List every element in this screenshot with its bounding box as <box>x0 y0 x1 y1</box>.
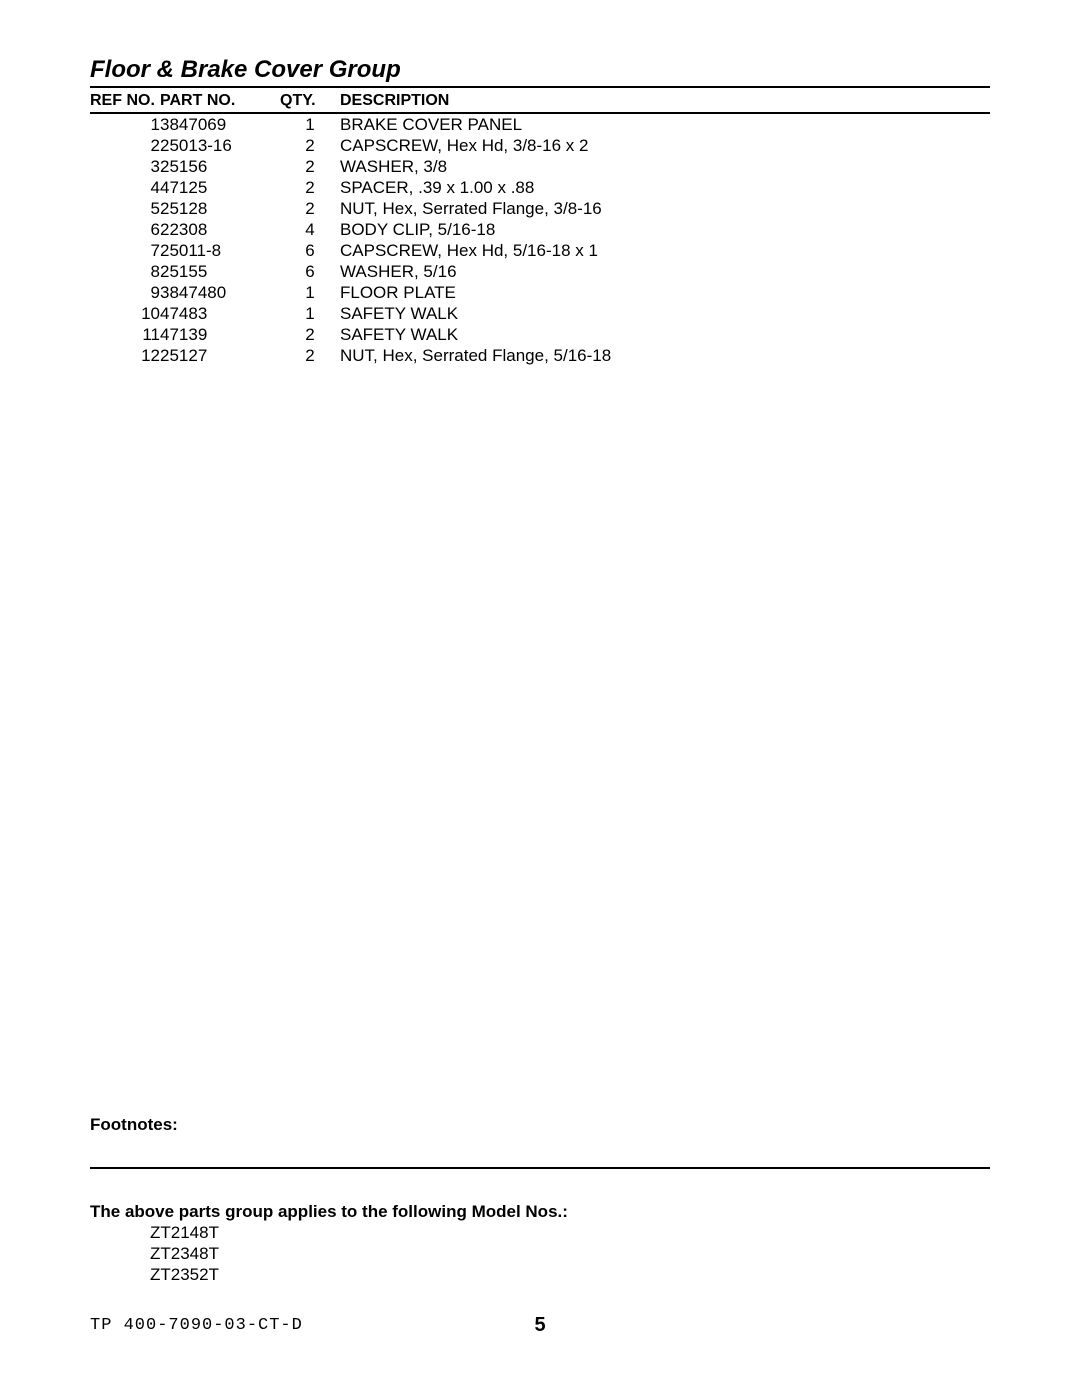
cell-desc: CAPSCREW, Hex Hd, 3/8-16 x 2 <box>340 135 990 156</box>
cell-qty: 1 <box>280 113 340 135</box>
table-row: 225013-162CAPSCREW, Hex Hd, 3/8-16 x 2 <box>90 135 990 156</box>
cell-qty: 4 <box>280 219 340 240</box>
cell-ref: 11 <box>90 324 160 345</box>
cell-part: 25013-16 <box>160 135 280 156</box>
cell-qty: 1 <box>280 282 340 303</box>
cell-desc: WASHER, 3/8 <box>340 156 990 177</box>
cell-desc: BODY CLIP, 5/16-18 <box>340 219 990 240</box>
models-title: The above parts group applies to the fol… <box>90 1202 990 1222</box>
cell-ref: 3 <box>90 156 160 177</box>
model-item: ZT2348T <box>90 1243 990 1264</box>
table-row: 138470691BRAKE COVER PANEL <box>90 113 990 135</box>
cell-desc: NUT, Hex, Serrated Flange, 5/16-18 <box>340 345 990 366</box>
parts-table: REF NO. PART NO. QTY. DESCRIPTION 138470… <box>90 88 990 366</box>
table-row: 725011-86CAPSCREW, Hex Hd, 5/16-18 x 1 <box>90 240 990 261</box>
page-container: Floor & Brake Cover Group REF NO. PART N… <box>0 0 1080 1397</box>
cell-ref: 10 <box>90 303 160 324</box>
cell-ref: 8 <box>90 261 160 282</box>
col-header-part: PART NO. <box>160 88 280 113</box>
table-row: 10474831SAFETY WALK <box>90 303 990 324</box>
cell-part: 25156 <box>160 156 280 177</box>
table-row: 6223084BODY CLIP, 5/16-18 <box>90 219 990 240</box>
cell-part: 25128 <box>160 198 280 219</box>
cell-part: 47125 <box>160 177 280 198</box>
col-header-desc: DESCRIPTION <box>340 88 990 113</box>
cell-part: 22308 <box>160 219 280 240</box>
models-block: The above parts group applies to the fol… <box>90 1202 990 1285</box>
cell-part: 47483 <box>160 303 280 324</box>
table-row: 4471252SPACER, .39 x 1.00 x .88 <box>90 177 990 198</box>
model-item: ZT2148T <box>90 1222 990 1243</box>
footnotes-label: Footnotes: <box>90 1115 178 1135</box>
cell-ref: 5 <box>90 198 160 219</box>
table-header-row: REF NO. PART NO. QTY. DESCRIPTION <box>90 88 990 113</box>
page-number: 5 <box>90 1314 990 1337</box>
cell-part: 47139 <box>160 324 280 345</box>
table-row: 8251556WASHER, 5/16 <box>90 261 990 282</box>
cell-qty: 6 <box>280 240 340 261</box>
cell-part: 25011-8 <box>160 240 280 261</box>
table-row: 12251272NUT, Hex, Serrated Flange, 5/16-… <box>90 345 990 366</box>
cell-ref: 4 <box>90 177 160 198</box>
cell-qty: 6 <box>280 261 340 282</box>
cell-qty: 2 <box>280 135 340 156</box>
cell-desc: NUT, Hex, Serrated Flange, 3/8-16 <box>340 198 990 219</box>
table-row: 5251282NUT, Hex, Serrated Flange, 3/8-16 <box>90 198 990 219</box>
table-row: 938474801FLOOR PLATE <box>90 282 990 303</box>
doc-footer: TP 400-7090-03-CT-D 5 <box>90 1314 990 1335</box>
cell-desc: FLOOR PLATE <box>340 282 990 303</box>
table-row: 11471392SAFETY WALK <box>90 324 990 345</box>
cell-desc: SPACER, .39 x 1.00 x .88 <box>340 177 990 198</box>
cell-qty: 2 <box>280 345 340 366</box>
col-header-ref: REF NO. <box>90 88 160 113</box>
section-title: Floor & Brake Cover Group <box>90 56 990 88</box>
cell-qty: 1 <box>280 303 340 324</box>
cell-qty: 2 <box>280 177 340 198</box>
cell-part: 3847069 <box>160 113 280 135</box>
cell-qty: 2 <box>280 198 340 219</box>
cell-ref: 12 <box>90 345 160 366</box>
cell-qty: 2 <box>280 324 340 345</box>
cell-desc: SAFETY WALK <box>340 303 990 324</box>
cell-qty: 2 <box>280 156 340 177</box>
divider-line <box>90 1167 990 1169</box>
cell-part: 25155 <box>160 261 280 282</box>
cell-desc: WASHER, 5/16 <box>340 261 990 282</box>
cell-desc: SAFETY WALK <box>340 324 990 345</box>
cell-ref: 6 <box>90 219 160 240</box>
col-header-qty: QTY. <box>280 88 340 113</box>
cell-ref: 9 <box>90 282 160 303</box>
cell-part: 3847480 <box>160 282 280 303</box>
cell-ref: 7 <box>90 240 160 261</box>
cell-ref: 2 <box>90 135 160 156</box>
model-item: ZT2352T <box>90 1264 990 1285</box>
cell-part: 25127 <box>160 345 280 366</box>
cell-ref: 1 <box>90 113 160 135</box>
cell-desc: BRAKE COVER PANEL <box>340 113 990 135</box>
cell-desc: CAPSCREW, Hex Hd, 5/16-18 x 1 <box>340 240 990 261</box>
table-row: 3251562WASHER, 3/8 <box>90 156 990 177</box>
